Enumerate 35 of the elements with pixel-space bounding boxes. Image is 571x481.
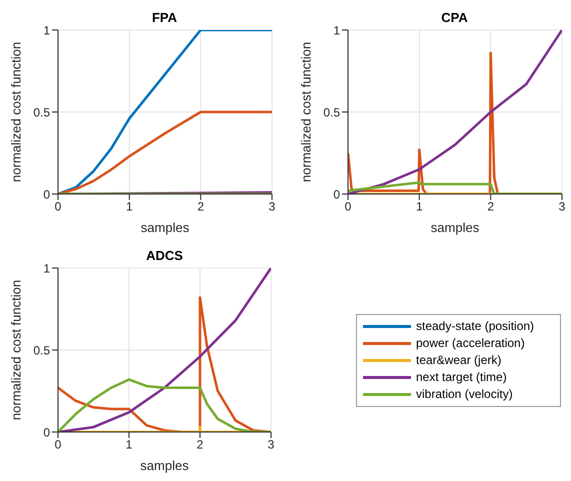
x-tick-label: 0 xyxy=(344,200,352,214)
y-tick-label: 0 xyxy=(43,425,50,440)
chart-title: CPA xyxy=(440,10,469,25)
y-tick-label: 0 xyxy=(43,187,50,202)
y-tick-label: 1 xyxy=(43,261,50,276)
legend-label: steady-state (position) xyxy=(416,318,534,334)
x-tick-label: 1 xyxy=(126,200,133,214)
y-axis-title: normalized cost function xyxy=(8,280,24,420)
legend-label: vibration (velocity) xyxy=(416,386,513,402)
y-tick-label: 1 xyxy=(43,23,50,38)
y-axis-title: normalized cost function xyxy=(298,42,314,182)
x-tick-label: 1 xyxy=(416,200,423,214)
x-tick-label: 3 xyxy=(268,438,275,452)
chart-title: FPA xyxy=(150,10,178,25)
x-tick-label: 3 xyxy=(558,200,566,214)
legend-label: power (acceleration) xyxy=(416,334,525,352)
x-tick-label: 1 xyxy=(126,438,133,452)
legend-label: next target (time) xyxy=(416,368,507,386)
y-tick-label: 0.5 xyxy=(323,105,340,120)
x-tick-label: 2 xyxy=(487,200,494,214)
x-tick-label: 2 xyxy=(197,200,204,214)
x-tick-label: 0 xyxy=(54,438,62,452)
y-tick-label: 0.5 xyxy=(33,105,50,120)
x-tick-label: 0 xyxy=(54,200,62,214)
y-tick-label: 0 xyxy=(333,187,340,202)
x-tick-label: 2 xyxy=(196,438,204,452)
x-axis-title: samples xyxy=(140,220,190,235)
y-axis-title: normalized cost function xyxy=(8,42,24,182)
x-axis-title: samples xyxy=(430,220,480,235)
x-tick-label: 3 xyxy=(268,200,276,214)
y-tick-label: 1 xyxy=(333,23,340,38)
chart-title: ADCS xyxy=(145,248,184,263)
legend-label: tear&wear (jerk) xyxy=(416,352,502,368)
y-tick-label: 0.5 xyxy=(33,343,50,358)
x-axis-title: samples xyxy=(140,458,190,473)
